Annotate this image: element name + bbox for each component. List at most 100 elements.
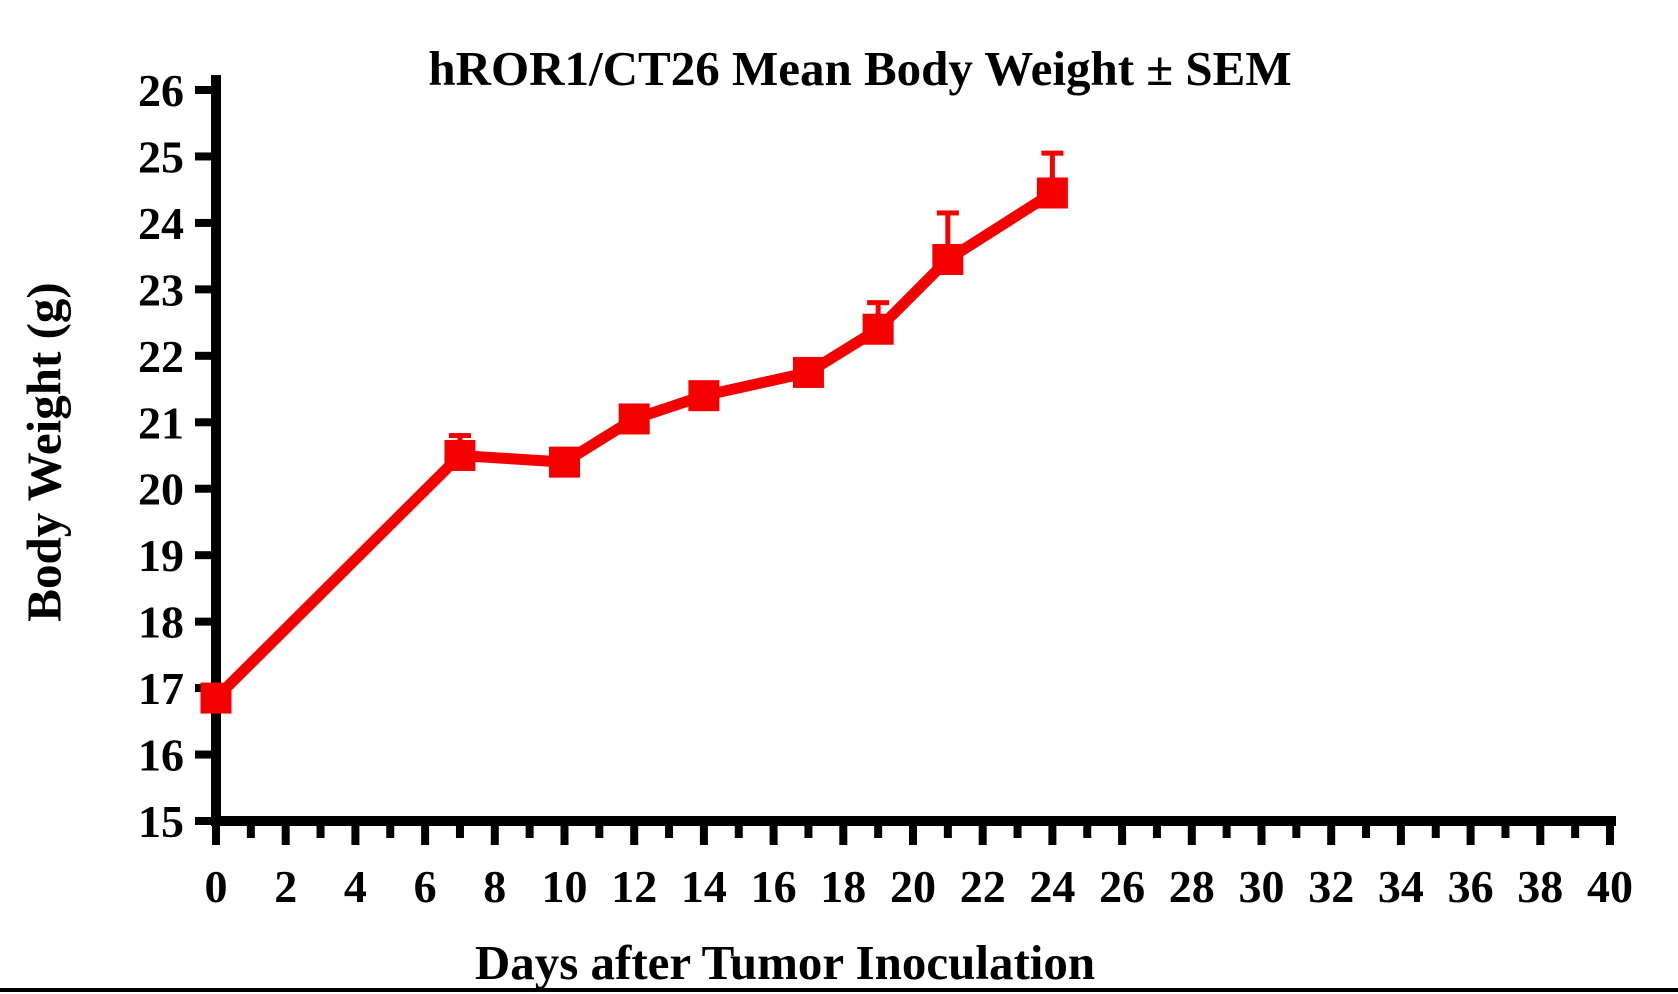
bottom-border-line [0,988,1678,992]
x-tick-major [1257,826,1266,845]
x-tick-minor [734,826,743,838]
y-tick-label: 22 [138,331,184,382]
y-tick [195,86,211,94]
y-tick-label: 25 [138,131,184,182]
x-tick-label: 10 [542,861,588,912]
x-tick-label: 24 [1029,861,1075,912]
y-axis-title: Body Weight (g) [16,282,72,622]
x-tick-major [490,826,499,845]
y-axis-line [211,75,221,826]
y-tick-label: 19 [138,530,184,581]
x-tick-label: 2 [274,861,297,912]
x-tick-label: 38 [1517,861,1563,912]
x-tick-label: 12 [611,861,657,912]
y-tick-label: 24 [138,198,184,249]
y-tick [195,418,211,427]
y-tick [195,750,211,759]
chart-title: hROR1/CT26 Mean Body Weight ± SEM [428,41,1292,96]
y-tick [195,617,211,626]
x-tick-major [212,826,220,845]
x-tick-label: 34 [1378,861,1424,912]
y-ticks: 15 16 17 18 19 20 21 22 23 24 25 26 [138,65,211,847]
x-tick-major [421,826,430,845]
x-tick-label: 20 [890,861,936,912]
y-tick [195,817,211,825]
series-hROR1/CT26-mean-body-weight [200,150,1068,714]
x-tick-minor [1083,826,1092,838]
x-tick-label: 4 [344,861,367,912]
x-tick-minor [1292,826,1301,838]
x-tick-major [1466,826,1475,845]
x-tick-label: 22 [960,861,1006,912]
y-tick-label: 15 [138,796,184,847]
y-tick [195,551,211,560]
y-tick-label: 20 [138,464,184,515]
x-ticks: 0 2 4 6 8 10 12 14 16 18 20 22 24 26 28 30 32 34 36 38 40 [205,826,1633,912]
x-tick-minor [665,826,674,838]
error-bar [1049,153,1055,194]
x-tick-minor [316,826,325,838]
x-tick-label: 26 [1099,861,1145,912]
y-tick-label: 23 [138,264,184,315]
y-tick-label: 26 [138,65,184,116]
y-tick-label: 21 [138,397,184,448]
series-line [212,188,1056,702]
data-point-marker [932,243,964,275]
x-tick-minor [1362,826,1371,838]
x-tick-major [1118,826,1127,845]
data-point-marker [444,440,476,471]
x-tick-major [630,826,639,845]
error-bar-cap [448,433,471,439]
data-point-marker [1036,177,1068,209]
x-tick-major [1606,826,1614,845]
x-tick-minor [1222,826,1231,838]
x-tick-minor [1152,826,1161,838]
x-tick-minor [804,826,813,838]
x-tick-minor [525,826,534,838]
x-tick-major [351,826,360,845]
x-tick-minor [874,826,883,838]
x-tick-major [1536,826,1545,845]
x-tick-minor [1571,826,1580,838]
x-tick-label: 6 [414,861,437,912]
error-bar-cap [1041,150,1064,156]
x-tick-minor [1013,826,1022,838]
x-tick-minor [943,826,952,838]
y-tick-label: 18 [138,597,184,648]
x-tick-minor [386,826,395,838]
x-tick-label: 14 [681,861,727,912]
x-tick-major [1048,826,1057,845]
x-tick-label: 36 [1448,861,1494,912]
x-axis-line [211,816,1616,826]
data-point-marker [862,313,894,345]
y-tick-label: 16 [138,730,184,781]
x-tick-major [839,826,848,845]
data-point-marker [618,403,650,435]
x-tick-label: 32 [1308,861,1354,912]
y-tick [195,218,211,227]
x-tick-major [769,826,778,845]
data-point-marker [549,446,580,478]
x-tick-major [1187,826,1196,845]
x-tick-label: 30 [1239,861,1285,912]
x-axis-title: Days after Tumor Inoculation [474,935,1096,990]
y-tick [195,484,211,493]
x-tick-major [699,826,708,845]
x-tick-major [1396,826,1405,845]
x-tick-major [560,826,569,845]
y-tick-label: 17 [138,663,184,714]
x-tick-label: 40 [1587,861,1633,912]
data-point-marker [688,380,720,412]
x-tick-label: 16 [751,861,797,912]
y-tick [195,285,211,294]
data-point-marker [200,682,232,714]
axes [211,75,1616,826]
x-tick-minor [1431,826,1440,838]
x-tick-major [1327,826,1336,845]
x-tick-minor [455,826,464,838]
error-bar [945,212,951,260]
x-tick-label: 28 [1169,861,1215,912]
x-tick-minor [1501,826,1510,838]
